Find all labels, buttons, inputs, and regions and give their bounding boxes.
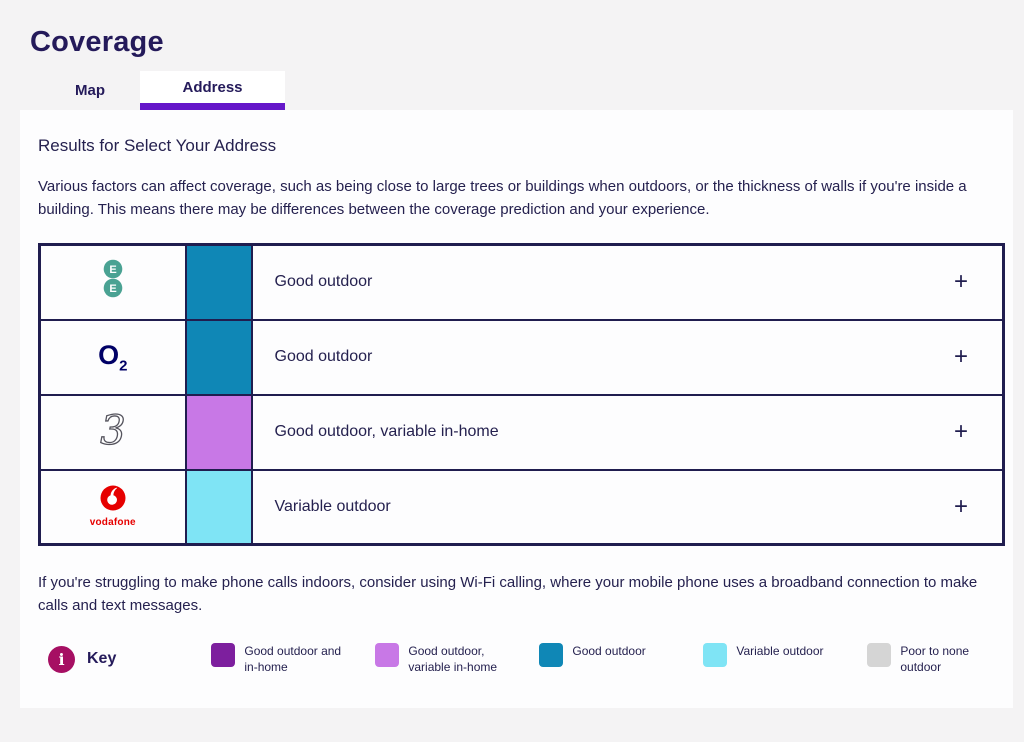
legend-item-good-outdoor-in-home: Good outdoor and in-home bbox=[211, 643, 375, 675]
three-status-text: Good outdoor, variable in-home bbox=[274, 423, 499, 440]
vodafone-expand-plus-icon[interactable]: + bbox=[953, 492, 968, 520]
page-title: Coverage bbox=[30, 26, 164, 58]
three-coverage-swatch bbox=[184, 393, 253, 471]
legend-swatch-variable-outdoor bbox=[703, 643, 728, 667]
tab-address[interactable]: Address bbox=[140, 71, 285, 110]
legend-swatch-good-outdoor bbox=[539, 643, 564, 667]
wifi-calling-note: If you're struggling to make phone calls… bbox=[38, 574, 978, 614]
vodafone-status-text: Variable outdoor bbox=[274, 497, 391, 515]
three-logo-cell: 3 bbox=[38, 393, 187, 471]
table-row-o2: O2 Good outdoor + bbox=[38, 318, 1005, 396]
ee-logo-cell: E E bbox=[38, 243, 187, 321]
svg-text:E: E bbox=[109, 264, 116, 276]
ee-logo-icon: E E bbox=[103, 259, 123, 298]
svg-text:E: E bbox=[109, 283, 116, 295]
o2-coverage-swatch bbox=[184, 318, 253, 396]
three-status-cell[interactable]: Good outdoor, variable in-home + bbox=[250, 393, 1005, 471]
vodafone-mark-icon bbox=[100, 485, 126, 511]
three-logo-icon: 3 bbox=[99, 407, 126, 454]
three-expand-plus-icon[interactable]: + bbox=[953, 418, 968, 445]
table-row-ee: E E Good outdoor + bbox=[38, 243, 1005, 321]
o2-logo-icon: O2 bbox=[98, 339, 128, 375]
o2-logo-cell: O2 bbox=[38, 318, 187, 396]
legend-text: Variable outdoor bbox=[736, 644, 824, 658]
legend-text: Poor to none outdoor bbox=[900, 644, 970, 674]
legend-text: Good outdoor bbox=[572, 644, 646, 658]
o2-status-cell[interactable]: Good outdoor + bbox=[250, 318, 1005, 396]
o2-status-text: Good outdoor bbox=[274, 348, 373, 365]
vodafone-coverage-swatch bbox=[184, 468, 253, 546]
legend-item-poor-to-none: Poor to none outdoor bbox=[867, 643, 1024, 675]
table-row-three: 3 Good outdoor, variable in-home + bbox=[38, 393, 1005, 471]
tab-bar: Map Address bbox=[40, 71, 1024, 110]
tab-map[interactable]: Map bbox=[75, 82, 105, 99]
vodafone-wordmark: vodafone bbox=[89, 516, 136, 528]
vodafone-logo-cell: vodafone bbox=[38, 468, 187, 546]
o2-expand-plus-icon[interactable]: + bbox=[953, 343, 968, 370]
legend-items: Good outdoor and in-home Good outdoor, v… bbox=[211, 643, 1024, 675]
coverage-intro-text: Various factors can affect coverage, suc… bbox=[38, 178, 967, 218]
info-icon: i bbox=[48, 645, 75, 673]
coverage-table: E E Good outdoor + O2 bbox=[38, 243, 1005, 546]
results-panel: Results for Select Your Address Various … bbox=[20, 110, 1013, 708]
key-label: Key bbox=[87, 650, 117, 668]
legend-swatch-poor-to-none bbox=[867, 643, 892, 667]
legend-text: Good outdoor, variable in-home bbox=[408, 644, 498, 674]
vodafone-status-cell[interactable]: Variable outdoor + bbox=[250, 468, 1005, 546]
table-row-vodafone: vodafone Variable outdoor + bbox=[38, 468, 1005, 546]
legend-swatch-good-outdoor-variable bbox=[375, 643, 400, 667]
legend-item-good-outdoor: Good outdoor bbox=[539, 643, 703, 675]
ee-expand-plus-icon[interactable]: + bbox=[953, 268, 968, 296]
legend-item-variable-outdoor: Variable outdoor bbox=[703, 643, 867, 675]
ee-coverage-swatch bbox=[184, 243, 253, 321]
results-heading: Results for Select Your Address bbox=[38, 136, 277, 155]
key-legend: i Key Good outdoor and in-home Good outd… bbox=[48, 643, 995, 675]
legend-item-good-outdoor-variable: Good outdoor, variable in-home bbox=[375, 643, 539, 675]
svg-text:3: 3 bbox=[100, 408, 125, 454]
legend-swatch-good-outdoor-in-home bbox=[211, 643, 236, 667]
legend-text: Good outdoor and in-home bbox=[244, 644, 342, 674]
ee-status-cell[interactable]: Good outdoor + bbox=[250, 243, 1005, 321]
ee-status-text: Good outdoor bbox=[274, 273, 373, 291]
